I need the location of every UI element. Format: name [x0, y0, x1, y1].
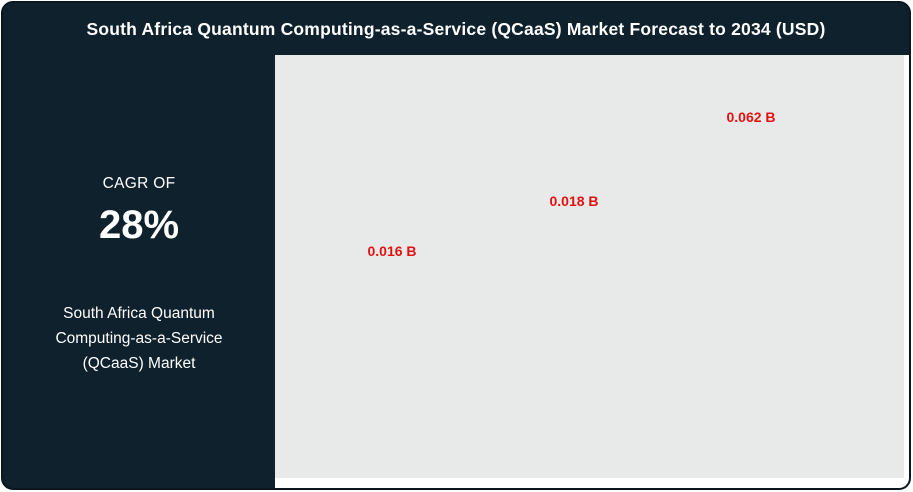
sidebar-panel: CAGR OF 28% South Africa Quantum Computi…: [3, 55, 275, 488]
data-label: 0.018 B: [549, 193, 599, 209]
data-label: 0.062 B: [726, 109, 776, 125]
cagr-label: CAGR OF: [102, 175, 176, 192]
chart-plot-area: 0.016 B 0.018 B 0.062 B: [275, 55, 904, 478]
cagr-value: 28%: [98, 203, 180, 247]
data-label: 0.016 B: [367, 243, 417, 259]
market-name-label: South Africa Quantum Computing-as-a-Serv…: [55, 305, 223, 372]
header-band: South Africa Quantum Computing-as-a-Serv…: [3, 3, 909, 55]
page-title: South Africa Quantum Computing-as-a-Serv…: [86, 18, 826, 39]
